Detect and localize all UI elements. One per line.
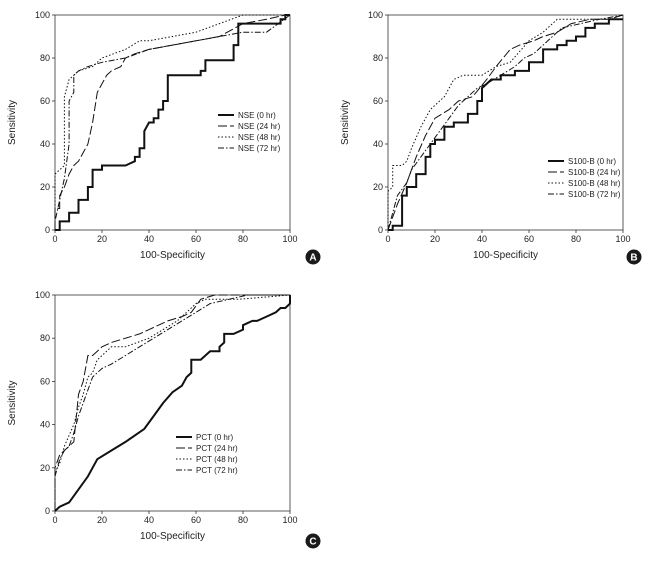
panel-a-legend-label-nse-72-hr: NSE (72 hr) bbox=[238, 144, 281, 153]
panel-a-x-tick-label: 60 bbox=[191, 234, 201, 244]
panel-c-legend: PCT (0 hr) PCT (24 hr) PCT (48 hr) PCT (72 … bbox=[176, 433, 238, 475]
panel-b-x-tick-label: 20 bbox=[430, 234, 440, 244]
panel-c-letter-badge: C bbox=[305, 533, 321, 549]
panel-a-legend-label-nse-24-hr: NSE (24 hr) bbox=[238, 122, 281, 131]
panel-c-legend-label-pct-0-hr: PCT (0 hr) bbox=[196, 433, 234, 442]
panel-b-y-tick-label: 100 bbox=[368, 10, 383, 20]
panel-c-x-tick-label: 20 bbox=[97, 515, 107, 525]
panel-c-x-tick-label: 60 bbox=[191, 515, 201, 525]
panel-c-y-tick-label: 100 bbox=[35, 290, 50, 300]
panel-b-y-tick-label: 0 bbox=[378, 225, 383, 235]
panel-c-y-axis-label: Sensitivity bbox=[7, 380, 18, 425]
panel-a-x-axis-label: 100-Specificity bbox=[140, 250, 205, 261]
panel-c-legend-label-pct-48-hr: PCT (48 hr) bbox=[196, 455, 238, 464]
panel-a-x-tick-label: 0 bbox=[52, 234, 57, 244]
panel-a-legend: NSE (0 hr) NSE (24 hr) NSE (48 hr) NSE (72 … bbox=[218, 111, 281, 153]
panel-b-y-tick-label: 40 bbox=[373, 139, 383, 149]
panel-a: 0 20 40 60 80 100 0 20 40 60 80 100 100-Specificity S… bbox=[7, 10, 321, 265]
panel-a-y-tick-label: 80 bbox=[40, 53, 50, 63]
panel-c-series-pct-0-hr bbox=[54, 295, 291, 512]
panel-a-x-tick-label: 80 bbox=[238, 234, 248, 244]
panel-b-legend-label-s100-b-0-hr: S100-B (0 hr) bbox=[568, 157, 616, 166]
panel-a-plot-frame bbox=[54, 14, 291, 231]
panel-c-y-tick-label: 0 bbox=[45, 506, 50, 516]
panel-b-legend: S100-B (0 hr) S100-B (24 hr) S100-B (48 hr… bbox=[548, 157, 621, 199]
panel-a-y-tick-label: 60 bbox=[40, 96, 50, 106]
panel-a-series-nse-48-hr bbox=[54, 14, 290, 230]
panel-b-legend-label-s100-b-72-hr: S100-B (72 hr) bbox=[568, 190, 621, 199]
panel-b-y-tick-label: 60 bbox=[373, 96, 383, 106]
panel-a-x-tick-label: 100 bbox=[282, 234, 297, 244]
panel-c-plot-frame bbox=[54, 294, 291, 512]
panel-a-y-tick-label: 0 bbox=[45, 225, 50, 235]
panel-b-legend-label-s100-b-48-hr: S100-B (48 hr) bbox=[568, 179, 621, 188]
panel-b-series-s100-b-0-hr bbox=[388, 18, 623, 231]
panel-a-y-axis-label: Sensitivity bbox=[7, 100, 18, 145]
panel-a-letter-badge: A bbox=[305, 249, 321, 265]
panel-c-x-tick-label: 0 bbox=[52, 515, 57, 525]
panel-b-x-axis-label: 100-Specificity bbox=[473, 250, 538, 261]
panel-a-letter: A bbox=[309, 253, 316, 264]
panel-a-legend-label-nse-0-hr: NSE (0 hr) bbox=[238, 111, 276, 120]
panel-b-y-tick-label: 80 bbox=[373, 53, 383, 63]
panel-c-series-pct-48-hr bbox=[54, 294, 291, 511]
panel-b-x-tick-label: 0 bbox=[385, 234, 390, 244]
panel-b-letter-badge: B bbox=[626, 249, 642, 265]
panel-b-x-tick-label: 60 bbox=[524, 234, 534, 244]
panel-c: 0 20 40 60 80 100 0 20 40 60 80 100 100-Specificity S… bbox=[7, 290, 321, 549]
panel-c-y-tick-label: 80 bbox=[40, 333, 50, 343]
panel-a-series-nse-0-hr bbox=[55, 14, 290, 231]
panel-c-letter-badge-circle bbox=[305, 533, 321, 549]
panel-c-x-tick-label: 100 bbox=[282, 515, 297, 525]
panel-a-x-tick-label: 40 bbox=[144, 234, 154, 244]
panel-b-y-tick-label: 20 bbox=[373, 182, 383, 192]
panel-b-letter: B bbox=[630, 253, 637, 264]
panel-b-series-s100-b-72-hr bbox=[387, 14, 624, 231]
panel-a-x-tick-label: 20 bbox=[97, 234, 107, 244]
panel-a-series-nse-24-hr bbox=[54, 14, 290, 230]
panel-c-x-axis-label: 100-Specificity bbox=[140, 531, 205, 542]
panel-a-series-nse-72-hr bbox=[54, 14, 291, 230]
panel-c-x-tick-label: 40 bbox=[144, 515, 154, 525]
panel-c-series-pct-24-hr bbox=[54, 294, 290, 511]
panel-c-y-tick-label: 20 bbox=[40, 463, 50, 473]
panel-a-legend-label-nse-48-hr: NSE (48 hr) bbox=[238, 133, 281, 142]
panel-c-series-pct-72-hr bbox=[54, 294, 290, 511]
panel-c-x-tick-label: 80 bbox=[238, 515, 248, 525]
panel-c-y-tick-label: 60 bbox=[40, 376, 50, 386]
panel-b-legend-label-s100-b-24-hr: S100-B (24 hr) bbox=[568, 168, 621, 177]
panel-b-letter-badge-circle bbox=[626, 249, 642, 265]
panel-c-legend-label-pct-72-hr: PCT (72 hr) bbox=[196, 466, 238, 475]
panel-b-x-tick-label: 80 bbox=[571, 234, 581, 244]
panel-a-y-tick-label: 40 bbox=[40, 139, 50, 149]
panel-c-letter: C bbox=[309, 537, 316, 548]
panel-a-letter-badge-circle bbox=[305, 249, 321, 265]
panel-b-x-tick-label: 40 bbox=[477, 234, 487, 244]
panel-b-y-axis-label: Sensitivity bbox=[340, 100, 351, 145]
panel-b-x-tick-label: 100 bbox=[615, 234, 630, 244]
panel-c-legend-label-pct-24-hr: PCT (24 hr) bbox=[196, 444, 238, 453]
panel-a-y-tick-label: 20 bbox=[40, 182, 50, 192]
panel-b: 0 20 40 60 80 100 0 20 40 60 80 100 100-Specificity S… bbox=[340, 10, 642, 265]
panel-a-y-tick-label: 100 bbox=[35, 10, 50, 20]
panel-b-plot-frame bbox=[387, 14, 624, 231]
panel-c-y-tick-label: 40 bbox=[40, 420, 50, 430]
